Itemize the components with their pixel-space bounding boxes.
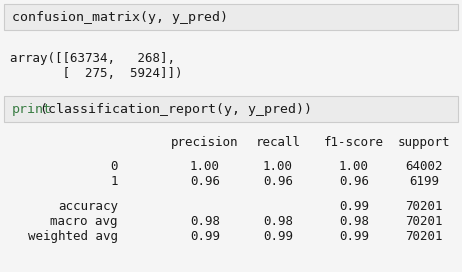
Text: [  275,  5924]]): [ 275, 5924]]) [10, 67, 182, 80]
Bar [4, 4, 458, 30]
Text: 70201: 70201 [405, 230, 443, 243]
Text: f1-score: f1-score [324, 136, 384, 149]
Text: 1.00: 1.00 [339, 160, 369, 173]
Text: 1.00: 1.00 [190, 160, 220, 173]
Text: 0.99: 0.99 [190, 230, 220, 243]
Text: weighted avg: weighted avg [28, 230, 118, 243]
Text: precision: precision [171, 136, 239, 149]
Text: 0.98: 0.98 [339, 215, 369, 228]
Text: 0.99: 0.99 [339, 230, 369, 243]
Text: 0.98: 0.98 [190, 215, 220, 228]
Text: print: print [12, 103, 52, 116]
Text: macro avg: macro avg [50, 215, 118, 228]
Text: 0.98: 0.98 [263, 215, 293, 228]
Text: 0: 0 [110, 160, 118, 173]
Text: 70201: 70201 [405, 215, 443, 228]
Text: 70201: 70201 [405, 200, 443, 213]
Text: 0.99: 0.99 [263, 230, 293, 243]
Text: support: support [398, 136, 450, 149]
Text: array([[63734,   268],: array([[63734, 268], [10, 52, 175, 65]
Text: 6199: 6199 [409, 175, 439, 188]
Text: 0.99: 0.99 [339, 200, 369, 213]
Text: 0.96: 0.96 [190, 175, 220, 188]
Text: confusion_matrix(y, y_pred): confusion_matrix(y, y_pred) [12, 11, 228, 23]
Text: 1.00: 1.00 [263, 160, 293, 173]
Text: accuracy: accuracy [58, 200, 118, 213]
Text: 0.96: 0.96 [339, 175, 369, 188]
Text: recall: recall [255, 136, 300, 149]
Text: 1: 1 [110, 175, 118, 188]
Text: (classification_report(y, y_pred)): (classification_report(y, y_pred)) [41, 103, 312, 116]
Text: 64002: 64002 [405, 160, 443, 173]
Text: 0.96: 0.96 [263, 175, 293, 188]
Bar [4, 96, 458, 122]
